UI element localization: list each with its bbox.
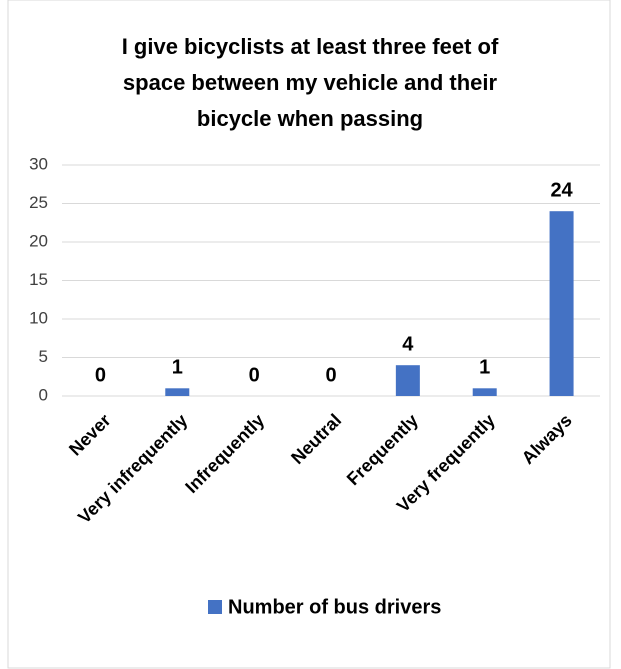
bar: [549, 211, 574, 396]
legend-label: Number of bus drivers: [228, 596, 441, 618]
bar: [395, 365, 420, 396]
y-tick-label: 20: [29, 231, 48, 250]
data-label: 0: [249, 364, 260, 386]
data-label: 0: [325, 364, 336, 386]
data-label: 4: [402, 333, 414, 355]
y-tick-label: 0: [39, 385, 48, 404]
data-label: 0: [95, 364, 106, 386]
y-tick-label: 15: [29, 270, 48, 289]
chart-title: bicycle when passing: [197, 106, 423, 131]
bar: [472, 388, 497, 396]
chart-title: space between my vehicle and their: [123, 70, 498, 95]
y-tick-label: 10: [29, 308, 48, 327]
chart-frame: [7, 0, 611, 669]
y-tick-label: 25: [29, 193, 48, 212]
data-label: 24: [550, 179, 573, 201]
y-tick-label: 5: [39, 347, 48, 366]
chart-title: I give bicyclists at least three feet of: [122, 34, 499, 59]
legend-swatch: [208, 600, 222, 614]
bar: [165, 388, 190, 396]
data-label: 1: [172, 357, 183, 379]
data-label: 1: [479, 357, 490, 379]
y-tick-label: 30: [29, 154, 48, 173]
